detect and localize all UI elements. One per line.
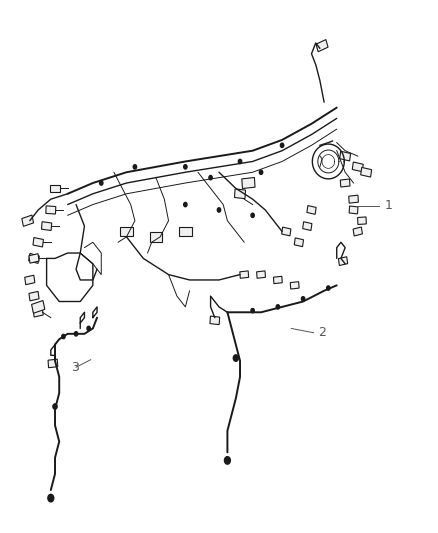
Circle shape xyxy=(62,334,65,338)
Bar xyxy=(290,281,299,289)
Circle shape xyxy=(251,213,254,217)
Circle shape xyxy=(259,170,263,174)
Bar xyxy=(360,167,372,177)
Bar xyxy=(234,189,246,199)
Bar xyxy=(242,177,255,189)
Bar xyxy=(353,227,362,236)
Bar xyxy=(48,359,58,368)
Circle shape xyxy=(276,305,279,309)
Bar xyxy=(120,227,133,236)
Circle shape xyxy=(53,404,57,409)
Bar xyxy=(349,195,358,203)
Bar xyxy=(307,206,316,214)
Text: 2: 2 xyxy=(318,326,326,339)
Bar xyxy=(150,232,162,242)
Bar xyxy=(29,254,39,263)
Bar xyxy=(316,39,328,52)
Bar xyxy=(282,227,291,236)
Bar xyxy=(294,238,304,247)
Bar xyxy=(273,276,282,284)
Bar xyxy=(340,179,350,187)
Bar xyxy=(32,301,45,313)
Bar xyxy=(29,292,39,301)
Bar xyxy=(46,206,56,214)
Circle shape xyxy=(184,203,187,207)
Bar xyxy=(33,238,43,247)
Text: 3: 3 xyxy=(71,361,79,374)
Bar xyxy=(42,222,52,230)
Bar xyxy=(240,271,249,278)
Circle shape xyxy=(280,143,284,148)
Circle shape xyxy=(217,208,221,212)
Circle shape xyxy=(327,286,330,290)
Bar xyxy=(339,257,348,265)
Circle shape xyxy=(233,355,238,361)
Bar xyxy=(22,215,34,227)
Text: 1: 1 xyxy=(385,199,393,212)
Bar xyxy=(28,254,39,263)
Circle shape xyxy=(184,165,187,169)
Bar xyxy=(257,271,265,278)
Circle shape xyxy=(251,309,254,313)
Circle shape xyxy=(209,175,212,180)
Bar xyxy=(33,308,43,317)
Circle shape xyxy=(224,457,230,464)
Bar xyxy=(179,227,192,236)
Circle shape xyxy=(238,159,242,164)
Bar xyxy=(349,206,358,214)
Circle shape xyxy=(48,494,54,502)
Bar xyxy=(25,275,35,285)
Circle shape xyxy=(99,181,103,185)
Bar xyxy=(303,222,312,230)
Circle shape xyxy=(133,165,137,169)
Circle shape xyxy=(74,332,78,336)
Circle shape xyxy=(87,326,90,330)
Bar xyxy=(357,217,366,224)
Circle shape xyxy=(301,297,305,301)
Bar xyxy=(50,184,60,192)
Bar xyxy=(210,316,220,325)
Bar xyxy=(339,151,351,161)
Bar xyxy=(352,162,363,172)
